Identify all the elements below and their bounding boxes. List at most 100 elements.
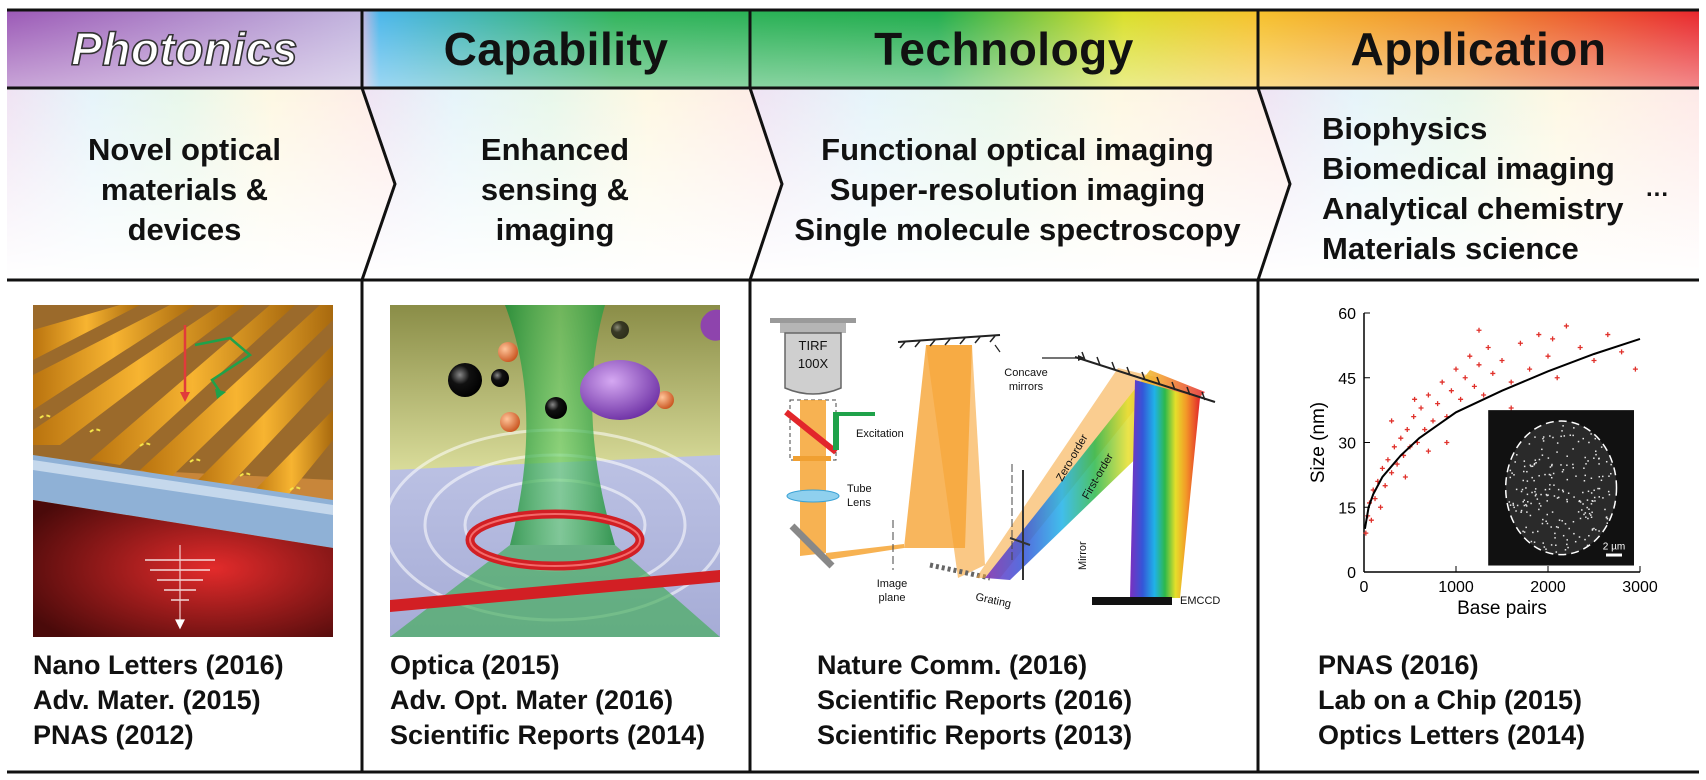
citation: Nature Comm. (2016) [817, 650, 1088, 680]
data-point [1385, 457, 1391, 463]
inset-speckle [1544, 473, 1546, 476]
label-mirror: Mirror [1077, 541, 1089, 570]
x-tick-label: 3000 [1622, 579, 1658, 596]
inset-speckle [1533, 479, 1535, 482]
inset-speckle [1566, 455, 1568, 457]
data-point [1453, 366, 1459, 372]
inset-speckle [1530, 465, 1532, 468]
label-image-plane-1: Image [877, 578, 908, 590]
inset-speckle [1593, 489, 1595, 492]
inset-speckle [1597, 487, 1599, 490]
inset-speckle [1509, 504, 1512, 506]
inset-speckle [1554, 532, 1556, 535]
inset-speckle [1538, 458, 1541, 461]
inset-speckle [1542, 518, 1544, 521]
inset-speckle [1583, 467, 1585, 469]
inset-speckle [1582, 491, 1584, 494]
inset-speckle [1610, 463, 1612, 466]
data-point [1476, 362, 1482, 368]
inset-speckle [1523, 465, 1526, 468]
data-point [1476, 327, 1482, 333]
inset-speckle [1601, 475, 1604, 478]
inset-speckle [1598, 487, 1601, 490]
data-point [1378, 504, 1384, 510]
inset-speckle [1546, 494, 1548, 497]
inset-speckle [1547, 494, 1549, 496]
inset-speckle [1508, 501, 1511, 503]
inset-speckle [1534, 490, 1536, 493]
data-point [1391, 444, 1397, 450]
inset-speckle [1584, 538, 1586, 541]
label-concave-1: Concave [1004, 367, 1047, 379]
inset-speckle [1523, 504, 1526, 507]
inset-speckle [1594, 450, 1597, 452]
data-point [1389, 470, 1395, 476]
data-point [1605, 332, 1611, 338]
label-image-plane-2: plane [879, 592, 906, 604]
inset-speckle [1523, 531, 1526, 533]
inset-speckle [1540, 505, 1542, 507]
inset-speckle [1590, 503, 1593, 505]
inset-speckle [1575, 475, 1577, 477]
inset-speckle [1551, 463, 1553, 466]
inset-speckle [1526, 493, 1529, 496]
inset-speckle [1545, 520, 1547, 523]
data-point [1499, 357, 1505, 363]
inset-speckle [1551, 464, 1553, 467]
inset-speckle [1590, 433, 1592, 435]
data-point [1591, 357, 1597, 363]
inset-speckle [1525, 526, 1527, 529]
inset-speckle [1512, 504, 1515, 506]
citation: Scientific Reports (2013) [817, 720, 1133, 750]
inset-speckle [1566, 478, 1569, 481]
inset-speckle [1536, 498, 1539, 500]
inset-speckle [1564, 523, 1567, 525]
header-technology: Technology [874, 22, 1134, 75]
data-point [1411, 414, 1417, 420]
inset-speckle [1520, 509, 1523, 512]
inset-speckle [1557, 488, 1560, 491]
inset-speckle [1538, 475, 1540, 477]
inset-speckle [1598, 457, 1600, 460]
data-point [1439, 379, 1445, 385]
data-point [1412, 396, 1418, 402]
inset-speckle [1595, 528, 1597, 531]
inset-speckle [1544, 488, 1547, 491]
data-point [1508, 405, 1514, 411]
data-point [1545, 353, 1551, 359]
inset-speckle [1547, 457, 1550, 459]
inset-speckle [1514, 461, 1516, 463]
data-point [1467, 353, 1473, 359]
inset-speckle [1561, 520, 1563, 522]
citation: Scientific Reports (2014) [390, 720, 706, 750]
inset-speckle [1526, 511, 1528, 513]
data-point [1425, 448, 1431, 454]
inset-speckle [1577, 511, 1580, 513]
inset-speckle [1546, 522, 1549, 525]
data-point [1458, 396, 1464, 402]
inset-speckle [1591, 511, 1593, 514]
inset-speckle [1586, 506, 1588, 509]
y-axis-label: Size (nm) [1308, 402, 1329, 483]
data-point [1554, 375, 1560, 381]
citation: Nano Letters (2016) [33, 650, 284, 680]
inset-speckle [1535, 462, 1537, 464]
inset-speckle [1598, 476, 1601, 478]
inset-speckle [1513, 506, 1515, 509]
inset-speckle [1573, 532, 1575, 535]
label-objective-bottom: 100X [798, 356, 829, 371]
data-point [1527, 366, 1533, 372]
inset-speckle [1579, 517, 1582, 520]
inset-speckle [1534, 494, 1537, 497]
data-point [1577, 345, 1583, 351]
inset-speckle [1562, 534, 1565, 537]
inset-speckle [1509, 476, 1512, 479]
inset-speckle [1512, 502, 1514, 505]
inset-speckle [1572, 467, 1574, 469]
inset-speckle [1585, 463, 1587, 465]
inset-speckle [1526, 470, 1528, 473]
data-point [1394, 461, 1400, 467]
inset-speckle [1572, 434, 1574, 437]
inset-speckle [1546, 513, 1549, 516]
label-grating: Grating [974, 591, 1012, 610]
